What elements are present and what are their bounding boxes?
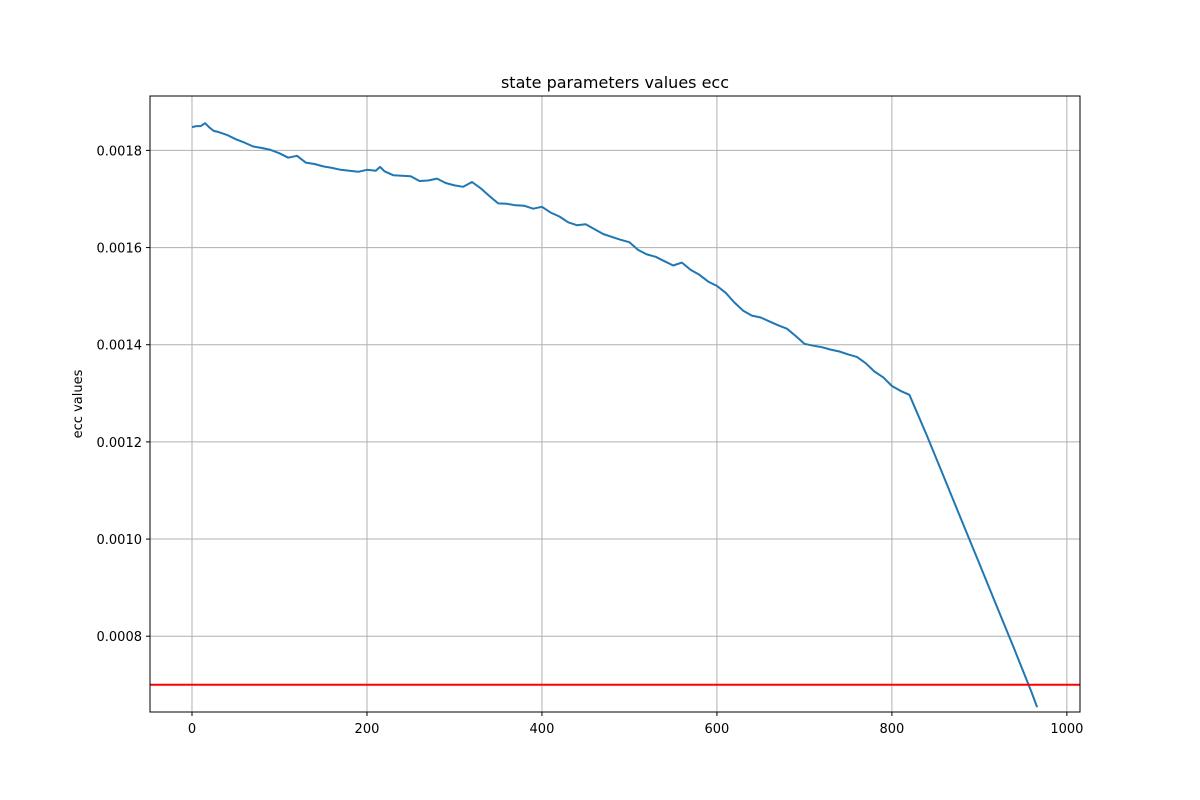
x-tick-label: 200 bbox=[355, 722, 380, 737]
y-axis: 0.0008 0.0010 0.0012 0.0014 0.0016 0.0018 bbox=[97, 144, 150, 645]
series-layer bbox=[191, 122, 1039, 708]
y-tick-label: 0.0014 bbox=[97, 339, 143, 354]
grid bbox=[150, 96, 1080, 712]
axes-frame bbox=[149, 95, 1081, 713]
chart-title: state parameters values ecc bbox=[501, 73, 729, 92]
x-axis: 0 200 400 600 800 1000 bbox=[188, 712, 1083, 737]
x-tick-label: 600 bbox=[705, 722, 730, 737]
y-tick-label: 0.0008 bbox=[97, 630, 143, 645]
y-tick-label: 0.0012 bbox=[97, 436, 143, 451]
x-tick-label: 0 bbox=[188, 722, 196, 737]
y-tick-label: 0.0018 bbox=[97, 144, 143, 159]
x-tick-label: 1000 bbox=[1050, 722, 1083, 737]
x-tick-label: 800 bbox=[879, 722, 904, 737]
plot-area bbox=[150, 122, 1080, 708]
y-axis-label: ecc values bbox=[71, 369, 86, 438]
y-tick-label: 0.0010 bbox=[97, 533, 143, 548]
x-tick-label: 400 bbox=[530, 722, 555, 737]
y-tick-label: 0.0016 bbox=[97, 242, 143, 257]
series-line bbox=[191, 122, 1039, 708]
